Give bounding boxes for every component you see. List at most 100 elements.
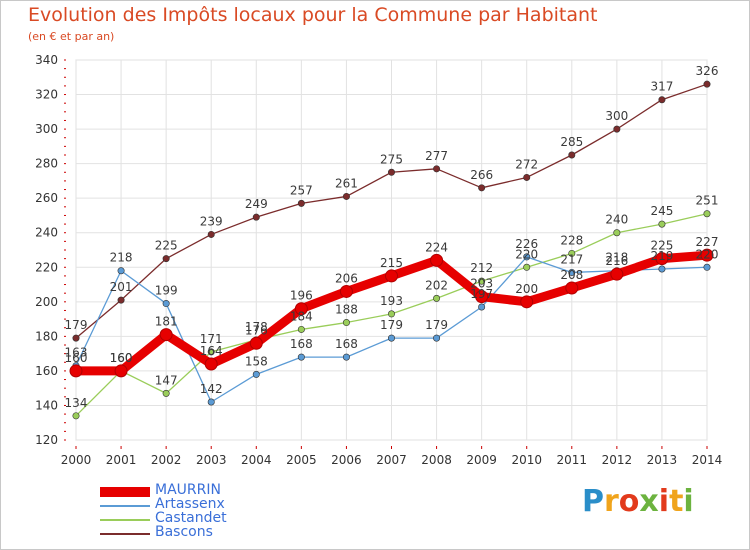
data-label-bascons: 257 — [290, 183, 313, 197]
data-label-maurrin: 203 — [470, 277, 493, 291]
data-label-maurrin: 160 — [110, 351, 133, 365]
data-label-castandet: 134 — [65, 396, 88, 410]
data-label-artassenx: 217 — [560, 252, 583, 266]
series-point-maurrin — [69, 364, 83, 378]
series-point-castandet — [523, 263, 531, 271]
series-point-castandet — [72, 412, 80, 420]
data-label-maurrin: 196 — [290, 289, 313, 303]
series-point-castandet — [478, 277, 486, 285]
series-point-castandet — [162, 389, 170, 397]
legend-swatch — [100, 533, 150, 535]
y-tick-label: 120 — [35, 433, 58, 447]
data-label-castandet: 220 — [515, 247, 538, 261]
y-tick-label: 300 — [35, 122, 58, 136]
data-label-bascons: 261 — [335, 176, 358, 190]
x-tick-label: 2006 — [331, 453, 362, 467]
x-tick-label: 2003 — [196, 453, 227, 467]
data-label-castandet: 251 — [696, 194, 719, 208]
series-point-bascons — [117, 296, 125, 304]
y-tick-label: 260 — [35, 191, 58, 205]
data-label-maurrin: 176 — [245, 323, 268, 337]
data-label-castandet: 245 — [650, 204, 673, 218]
x-tick-label: 2014 — [692, 453, 723, 467]
data-label-maurrin: 200 — [515, 282, 538, 296]
data-label-maurrin: 216 — [605, 254, 628, 268]
legend-swatch — [100, 505, 150, 507]
data-label-maurrin: 227 — [696, 235, 719, 249]
data-label-artassenx: 226 — [515, 237, 538, 251]
series-point-bascons — [523, 173, 531, 181]
x-tick-label: 2000 — [61, 453, 92, 467]
data-label-maurrin: 160 — [65, 351, 88, 365]
x-tick-label: 2013 — [647, 453, 678, 467]
legend: MAURRIN Artassenx Castandet Bascons — [100, 482, 300, 541]
data-label-castandet: 228 — [560, 233, 583, 247]
series-point-maurrin — [114, 364, 128, 378]
series-point-castandet — [568, 249, 576, 257]
series-point-bascons — [568, 151, 576, 159]
data-label-bascons: 300 — [605, 109, 628, 123]
data-label-castandet: 212 — [470, 261, 493, 275]
series-point-castandet — [297, 325, 305, 333]
data-label-artassenx: 179 — [380, 318, 403, 332]
series-point-maurrin — [520, 295, 534, 309]
series-point-artassenx — [207, 398, 215, 406]
series-point-maurrin — [475, 290, 489, 304]
y-tick-label: 220 — [35, 260, 58, 274]
data-label-bascons: 249 — [245, 197, 268, 211]
series-point-artassenx — [387, 334, 395, 342]
data-label-castandet: 193 — [380, 294, 403, 308]
data-label-bascons: 225 — [155, 239, 178, 253]
series-point-bascons — [252, 213, 260, 221]
logo-letter: t — [669, 484, 684, 519]
data-label-artassenx: 168 — [335, 337, 358, 351]
y-tick-label: 200 — [35, 295, 58, 309]
series-point-maurrin — [655, 252, 669, 266]
data-label-artassenx: 168 — [290, 337, 313, 351]
series-point-artassenx — [433, 334, 441, 342]
series-point-bascons — [478, 184, 486, 192]
series-point-maurrin — [159, 328, 173, 342]
series-point-maurrin — [430, 253, 444, 267]
data-label-maurrin: 208 — [560, 268, 583, 282]
x-tick-label: 2001 — [106, 453, 137, 467]
data-label-castandet: 147 — [155, 373, 178, 387]
data-label-bascons: 272 — [515, 157, 538, 171]
series-point-bascons — [658, 96, 666, 104]
logo-letter: o — [618, 484, 640, 519]
x-tick-label: 2010 — [511, 453, 542, 467]
series-point-artassenx — [342, 353, 350, 361]
legend-label: Bascons — [155, 524, 213, 540]
series-point-maurrin — [565, 281, 579, 295]
data-label-castandet: 184 — [290, 309, 313, 323]
series-point-castandet — [658, 220, 666, 228]
y-tick-label: 140 — [35, 398, 58, 412]
logo-letter: x — [639, 484, 659, 519]
data-label-artassenx: 142 — [200, 382, 223, 396]
series-point-artassenx — [297, 353, 305, 361]
y-tick-label: 180 — [35, 329, 58, 343]
data-label-maurrin: 225 — [650, 239, 673, 253]
series-point-bascons — [387, 168, 395, 176]
y-tick-label: 340 — [35, 53, 58, 67]
x-tick-label: 2011 — [557, 453, 588, 467]
series-point-bascons — [433, 165, 441, 173]
series-point-castandet — [207, 348, 215, 356]
y-tick-label: 320 — [35, 88, 58, 102]
proxiti-logo: Proxiti — [582, 484, 694, 519]
legend-label: MAURRIN — [155, 482, 221, 498]
series-point-maurrin — [294, 302, 308, 316]
data-label-artassenx: 163 — [65, 346, 88, 360]
series-point-castandet — [703, 210, 711, 218]
series-point-castandet — [613, 229, 621, 237]
data-label-artassenx: 218 — [605, 251, 628, 265]
series-point-maurrin — [204, 357, 218, 371]
data-label-bascons: 239 — [200, 214, 223, 228]
data-label-bascons: 326 — [696, 64, 719, 78]
legend-label: Castandet — [155, 510, 227, 526]
data-label-castandet: 240 — [605, 213, 628, 227]
series-point-artassenx — [568, 268, 576, 276]
chart-title: Evolution des Impôts locaux pour la Comm… — [28, 4, 598, 26]
data-label-maurrin: 215 — [380, 256, 403, 270]
